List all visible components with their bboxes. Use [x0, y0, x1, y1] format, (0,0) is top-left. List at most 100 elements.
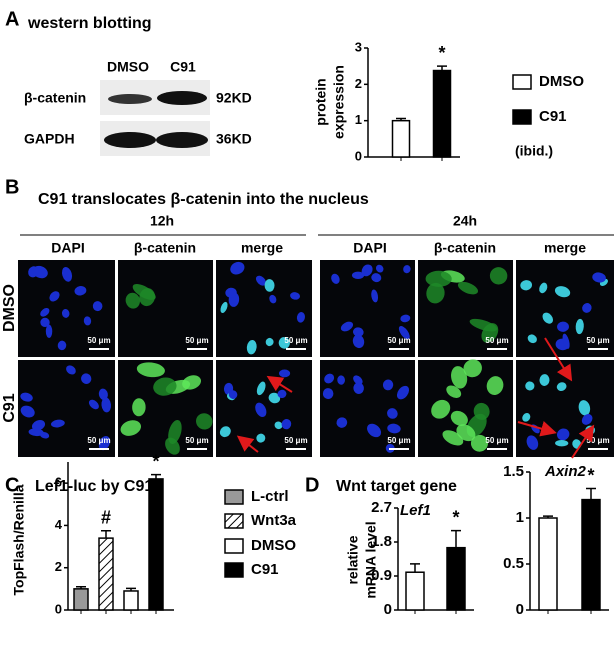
size-label: 36KD: [216, 131, 252, 147]
nucleus: [290, 292, 301, 300]
catenin: [473, 402, 490, 420]
catenin: [456, 424, 476, 442]
nucleus: [20, 392, 33, 402]
error-bar: [76, 585, 86, 589]
nucleus: [322, 388, 334, 400]
nucleus: [40, 432, 50, 439]
error-bar: [396, 117, 406, 121]
catenin: [168, 420, 182, 444]
catenin: [125, 292, 140, 309]
legend-swatch: [224, 538, 244, 554]
nucleus: [28, 266, 39, 278]
y-tick-label: 2: [55, 559, 62, 574]
catenin: [182, 375, 202, 390]
catenin: [463, 359, 482, 378]
nucleus: [526, 435, 539, 450]
annotation: *: [452, 507, 459, 527]
nucleus: [324, 373, 335, 384]
nucleus: [352, 327, 364, 337]
bar: [98, 537, 114, 611]
catenin: [450, 410, 468, 426]
nucleus: [268, 392, 281, 404]
nucleus: [556, 382, 567, 391]
catenin: [153, 377, 177, 396]
nucleus: [228, 390, 238, 399]
y-tick-label: 0: [55, 601, 62, 616]
scale-label: 50 μm: [485, 436, 508, 445]
heading: western blotting: [27, 15, 152, 32]
row-label: C91: [1, 393, 18, 422]
catenin: [451, 366, 468, 389]
scale-label: 50 μm: [284, 436, 307, 445]
micrographs: DAPI 50 μm 50 μm β-catenin 50 μm 50 μm merge 50…: [1, 240, 614, 459]
scale-label: 50 μm: [185, 336, 208, 345]
channel-label: β-catenin: [134, 240, 196, 256]
y-axis-label: TopFlash/Renilla: [11, 484, 27, 595]
band: [108, 94, 152, 104]
bar: [581, 498, 601, 611]
catenin: [120, 420, 142, 436]
error-bar: [586, 487, 596, 500]
nucleus: [520, 280, 533, 291]
catenin: [446, 385, 462, 398]
error-bar: [410, 563, 420, 573]
band: [156, 132, 208, 148]
arrow: [571, 424, 595, 459]
error-bar: [437, 65, 447, 71]
nucleus: [88, 399, 99, 410]
nucleus: [74, 286, 87, 296]
nucleus: [50, 419, 65, 428]
channel-label: DAPI: [353, 240, 386, 256]
catenin: [470, 434, 489, 452]
nucleus: [28, 428, 44, 437]
bar: [391, 119, 411, 158]
nucleus: [256, 381, 266, 396]
nucleus: [101, 397, 112, 413]
nucleus: [403, 265, 411, 274]
nucleus: [575, 318, 584, 335]
annotation: *: [587, 465, 594, 485]
nucleus: [555, 439, 569, 447]
legend-label: C91: [539, 108, 567, 125]
nucleus: [277, 389, 287, 399]
nucleus: [340, 321, 354, 332]
nucleus: [527, 334, 537, 344]
y-axis-label: expression: [331, 65, 347, 139]
nucleus: [255, 402, 267, 417]
nucleus: [398, 326, 410, 340]
y-tick-label: 4: [55, 517, 63, 532]
nucleus: [98, 435, 111, 451]
catenin: [132, 398, 146, 417]
catenin: [486, 376, 504, 395]
legend-label: L-ctrl: [251, 488, 289, 505]
arrow: [544, 337, 573, 382]
annotation: #: [101, 507, 111, 527]
bar: [123, 590, 139, 611]
catenin: [136, 362, 165, 378]
legend-label: C91: [251, 561, 279, 578]
nucleus: [400, 314, 411, 323]
legend-swatch: [224, 513, 244, 529]
nucleus: [387, 408, 398, 419]
nucleus: [256, 433, 266, 443]
nucleus: [337, 375, 345, 385]
scale-label: 50 μm: [284, 336, 307, 345]
micrograph: [18, 360, 115, 457]
nucleus: [296, 312, 305, 323]
nucleus: [562, 333, 570, 349]
panel-label: A: [5, 8, 19, 30]
y-tick-label: 2.7: [371, 499, 392, 516]
nucleus: [98, 388, 108, 401]
y-tick-label: 6: [55, 475, 62, 490]
nucleus: [220, 301, 228, 313]
y-tick-label: 0: [384, 601, 392, 618]
error-bar: [151, 473, 161, 479]
nucleus: [331, 273, 340, 284]
scale-label: 50 μm: [586, 436, 609, 445]
nucleus: [336, 417, 348, 428]
micrograph: [320, 360, 415, 457]
scale-label: 50 μm: [387, 436, 410, 445]
nucleus: [225, 287, 237, 298]
